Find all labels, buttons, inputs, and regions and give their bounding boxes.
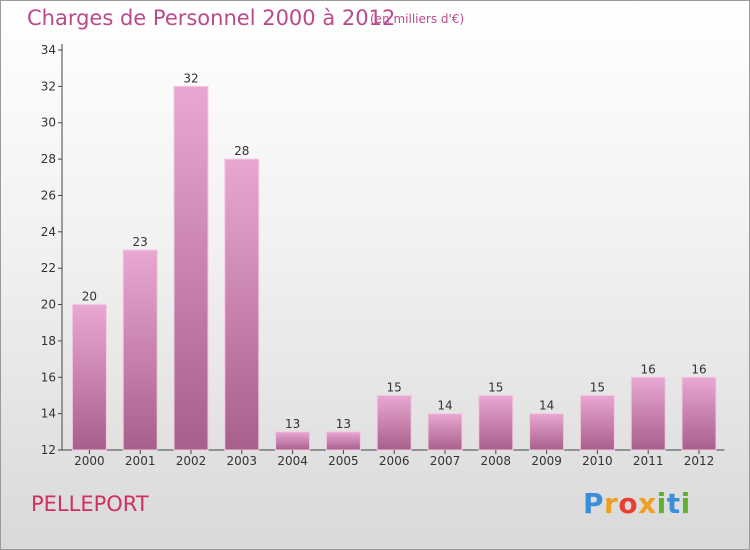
- bar-value-label: 15: [387, 380, 402, 394]
- logo-letter: i: [680, 487, 691, 520]
- logo-letter: i: [656, 487, 667, 520]
- chart-subtitle: (en milliers d'€): [370, 12, 465, 26]
- bar: [173, 85, 209, 451]
- bar-value-label: 32: [183, 71, 198, 85]
- x-tick-label: 2008: [481, 454, 512, 468]
- bar-value-label: 14: [437, 399, 452, 413]
- x-tick-label: 2010: [582, 454, 613, 468]
- logo-letter: x: [638, 487, 657, 520]
- bar: [529, 413, 565, 451]
- x-tick-label: 2007: [430, 454, 461, 468]
- bar: [478, 394, 514, 451]
- x-tick-label: 2004: [277, 454, 308, 468]
- y-tick-label: 24: [41, 225, 56, 239]
- x-tick-label: 2011: [633, 454, 664, 468]
- y-tick-label: 26: [41, 188, 56, 202]
- bar: [224, 158, 260, 451]
- location-label: PELLEPORT: [31, 492, 149, 516]
- x-tick-label: 2006: [379, 454, 410, 468]
- x-tick-label: 2000: [74, 454, 105, 468]
- y-tick-label: 12: [41, 443, 56, 457]
- bar-value-label: 13: [336, 417, 351, 431]
- y-tick-label: 20: [41, 298, 56, 312]
- y-tick-label: 22: [41, 261, 56, 275]
- bar-value-label: 16: [691, 362, 706, 376]
- y-tick-label: 16: [41, 370, 56, 384]
- bar-value-label: 23: [133, 235, 148, 249]
- bar: [376, 394, 412, 451]
- bar: [122, 249, 158, 451]
- y-tick-label: 32: [41, 79, 56, 93]
- y-tick-label: 14: [41, 407, 56, 421]
- bar: [275, 431, 311, 451]
- proxiti-logo: Proxiti: [583, 487, 691, 520]
- y-tick-label: 18: [41, 334, 56, 348]
- bar-value-label: 15: [590, 380, 605, 394]
- bar: [630, 376, 666, 451]
- y-tick-label: 28: [41, 152, 56, 166]
- x-tick-label: 2001: [125, 454, 156, 468]
- x-tick-label: 2012: [684, 454, 715, 468]
- bar: [325, 431, 361, 451]
- logo-letter: o: [618, 487, 639, 520]
- logo-letter: t: [666, 487, 681, 520]
- logo-letter: r: [604, 487, 619, 520]
- bar: [71, 304, 107, 451]
- bar: [427, 413, 463, 451]
- bar-value-label: 13: [285, 417, 300, 431]
- x-tick-label: 2003: [227, 454, 258, 468]
- bar-value-label: 28: [234, 144, 249, 158]
- bar: [681, 376, 717, 451]
- bar-value-label: 20: [82, 290, 97, 304]
- x-tick-label: 2005: [328, 454, 359, 468]
- x-tick-label: 2002: [176, 454, 207, 468]
- bar-value-label: 14: [539, 399, 554, 413]
- bar: [579, 394, 615, 451]
- y-tick-label: 34: [41, 43, 56, 57]
- chart-title: Charges de Personnel 2000 à 2012: [27, 6, 396, 30]
- x-tick-label: 2009: [531, 454, 562, 468]
- logo-letter: P: [583, 487, 605, 520]
- y-tick-label: 30: [41, 116, 56, 130]
- bar-value-label: 16: [641, 362, 656, 376]
- bar-value-label: 15: [488, 380, 503, 394]
